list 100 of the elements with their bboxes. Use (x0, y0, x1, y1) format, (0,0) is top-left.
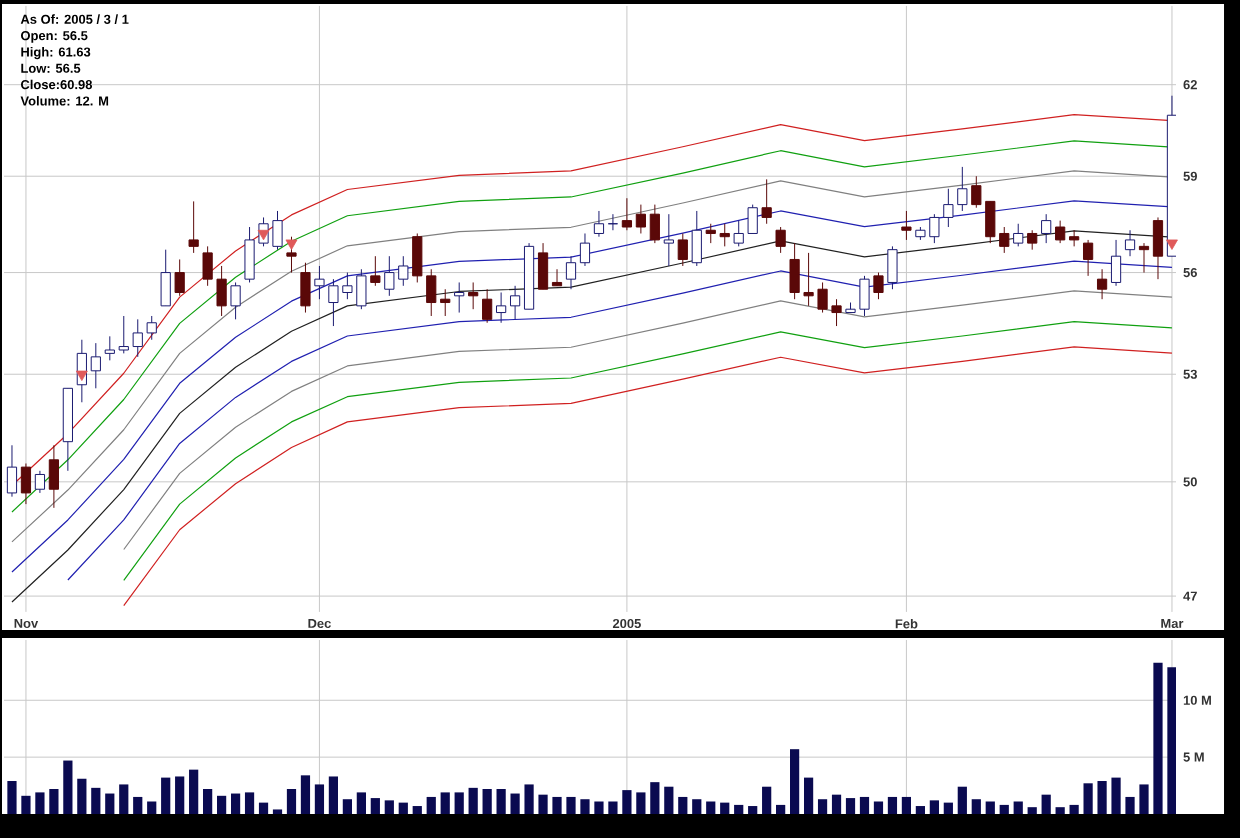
bar (510, 793, 520, 814)
point (75, 370, 88, 382)
point (1166, 239, 1178, 250)
bar (147, 801, 157, 814)
bar (957, 786, 967, 814)
bar (63, 760, 73, 814)
candlestick (593, 210, 605, 238)
candlestick (230, 281, 241, 320)
bar (21, 795, 31, 814)
bar (384, 800, 394, 814)
bar (91, 787, 101, 814)
bar (873, 801, 884, 814)
candlestick (174, 258, 185, 297)
bar (1153, 662, 1163, 814)
bar (929, 800, 939, 814)
bar (77, 778, 87, 814)
bar (496, 788, 506, 814)
candlestick (286, 236, 297, 274)
candlestick (887, 245, 898, 290)
candlestick (649, 204, 660, 244)
candlestick (1110, 239, 1122, 287)
bar (622, 790, 632, 814)
bar (133, 796, 143, 814)
bar (1027, 807, 1037, 814)
bar (608, 801, 618, 814)
bar (915, 806, 926, 814)
bar (650, 782, 660, 814)
candlestick (509, 285, 521, 320)
candlestick (300, 262, 311, 314)
bar (678, 796, 688, 814)
bar (7, 781, 17, 814)
bar (35, 792, 45, 814)
bar (594, 801, 604, 814)
bar (887, 796, 898, 814)
bar (664, 786, 674, 814)
bar (943, 802, 953, 814)
line-series (123, 321, 1173, 582)
bar (1083, 783, 1093, 814)
candlestick (901, 210, 912, 241)
point (285, 239, 298, 250)
bar (1055, 807, 1065, 814)
line-series (67, 260, 1173, 581)
bar (776, 804, 786, 814)
candlestick (565, 255, 577, 290)
bar (999, 804, 1009, 814)
candlestick (454, 281, 465, 314)
candlestick (188, 200, 199, 254)
bar (524, 784, 534, 814)
bar (286, 788, 297, 814)
bar (971, 799, 981, 814)
bar (119, 784, 129, 814)
bar (831, 794, 842, 814)
candlestick (635, 204, 646, 234)
bar (189, 769, 199, 814)
bar (468, 787, 478, 814)
candlestick (1138, 242, 1150, 274)
bar (692, 799, 702, 814)
candlestick (551, 268, 563, 287)
candlestick (775, 226, 786, 254)
candlestick (663, 213, 674, 267)
candlestick (468, 281, 479, 310)
bar (580, 799, 590, 814)
candlestick (496, 291, 507, 324)
bar (300, 775, 311, 814)
bar (1111, 777, 1121, 814)
line-series (123, 346, 1173, 607)
candlestick (34, 470, 46, 494)
point (257, 229, 270, 241)
bar (803, 777, 814, 814)
bar (412, 806, 422, 814)
candlestick (482, 288, 493, 324)
bar (105, 793, 115, 814)
bar (859, 796, 870, 814)
bar (258, 802, 269, 814)
bar (636, 792, 646, 814)
candlestick (1124, 229, 1136, 257)
bar (1125, 796, 1135, 814)
bar (817, 799, 828, 814)
candlestick (537, 242, 549, 290)
bar (985, 801, 995, 814)
bar (49, 788, 59, 814)
candlestick (691, 210, 702, 267)
bar (734, 804, 744, 814)
bar (1013, 801, 1023, 814)
candlestick (579, 232, 591, 267)
bar (762, 786, 772, 814)
candlestick (48, 444, 60, 509)
candlestick (90, 342, 101, 389)
bar (538, 794, 548, 814)
bar (203, 788, 213, 814)
bar (845, 798, 856, 814)
bar (314, 784, 325, 814)
bar (1069, 804, 1079, 814)
candlestick (1069, 229, 1080, 247)
line-series (123, 290, 1173, 551)
candlestick (1055, 220, 1066, 244)
candlestick (677, 232, 688, 267)
bar (328, 776, 339, 814)
bar (901, 796, 912, 814)
candlestick (873, 272, 884, 300)
